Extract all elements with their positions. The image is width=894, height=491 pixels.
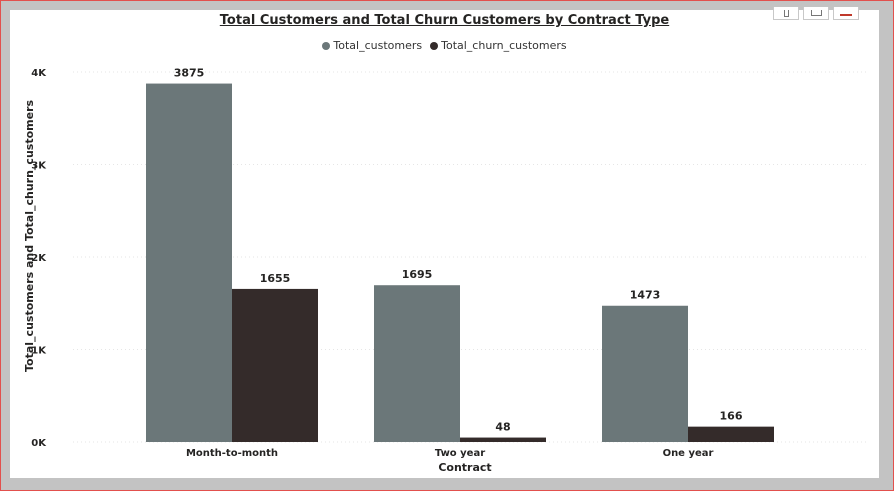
legend-label-total-churn-customers: Total_churn_customers [441,39,567,52]
x-axis-label: Contract [438,461,491,474]
y-tick-label-2: 2K [31,253,47,264]
data-label-month-to-month-total-customers: 3875 [174,67,205,80]
legend-dot-total-churn-customers [430,41,439,50]
bar-month-to-month-total-customers[interactable] [146,83,232,442]
data-label-one-year-total-churn-customers: 166 [720,410,743,423]
x-tick-label-1: Two year [435,448,485,459]
more-options-icon[interactable] [833,7,859,20]
data-label-one-year-total-customers: 1473 [630,289,661,302]
chart-title: Total Customers and Total Churn Customer… [219,13,670,28]
plot-area: 0K 1K 2K 3K 4K 3875 1655 Month-to-month 1695 48 Tw… [31,67,869,474]
visual-header [773,7,859,20]
y-tick-label-4: 4K [31,68,47,79]
legend-label-total-customers: Total_customers [333,39,423,52]
y-tick-label-1: 1K [31,346,47,357]
bar-one-year-total-customers[interactable] [602,305,688,442]
x-tick-label-0: Month-to-month [186,448,278,459]
filter-icon[interactable] [803,7,829,20]
chart-visual: Total Customers and Total Churn Customer… [10,7,879,478]
legend-item-total-churn-customers[interactable]: Total_churn_customers [430,39,567,52]
y-tick-label-0: 0K [31,438,47,449]
data-label-month-to-month-total-churn-customers: 1655 [260,272,291,285]
data-label-two-year-total-customers: 1695 [402,268,433,281]
y-tick-label-3: 3K [31,161,47,172]
x-tick-label-2: One year [663,448,714,459]
legend: Total_customers Total_churn_customers [10,39,879,52]
focus-mode-icon[interactable] [773,7,799,20]
legend-item-total-customers[interactable]: Total_customers [322,39,422,52]
bar-one-year-total-churn-customers[interactable] [688,426,774,442]
legend-dot-total-customers [322,41,331,50]
bar-two-year-total-customers[interactable] [374,285,460,442]
bar-two-year-total-churn-customers[interactable] [460,437,546,442]
data-label-two-year-total-churn-customers: 48 [495,421,510,434]
bar-month-to-month-total-churn-customers[interactable] [232,288,318,442]
